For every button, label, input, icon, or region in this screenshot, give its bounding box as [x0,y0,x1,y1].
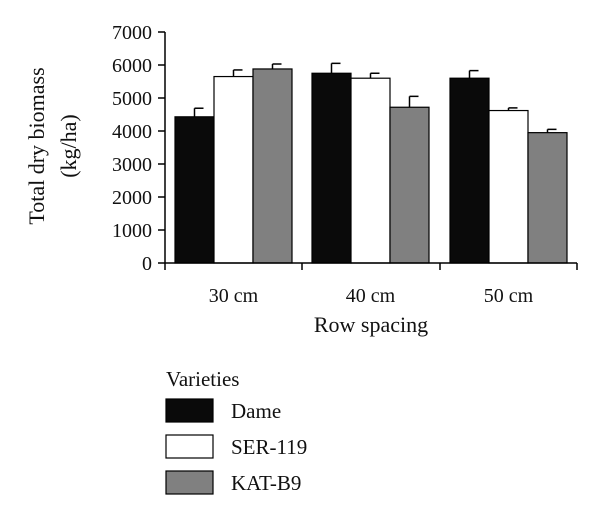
plot-area [174,62,568,264]
y-tick-label: 5000 [112,88,152,110]
legend-swatch-kat-b9 [165,470,214,495]
y-tick-label: 0 [142,253,152,275]
y-tick-label: 7000 [112,22,152,44]
bar-dame-1 [311,72,352,264]
y-tick-label: 2000 [112,187,152,209]
bar-dame-0 [174,116,215,264]
y-tick-label: 6000 [112,55,152,77]
bar-dame-2 [449,77,490,264]
bar-kat-b9-0 [252,68,293,264]
legend-label: SER-119 [231,435,307,459]
y-axis-title: Total dry biomass [24,67,49,224]
bar-kat-b9-1 [389,106,430,264]
legend-label: Dame [231,399,281,423]
x-tick-label: 30 cm [209,285,259,307]
axes: 0 1000 2000 3000 4000 5000 6000 7000 30 cm 40 cm 5… [24,22,578,337]
legend-title: Varieties [166,367,239,391]
bar-ser-119-0 [213,75,254,264]
legend-swatch-dame [165,398,214,423]
y-tick-label: 1000 [112,220,152,242]
bar-kat-b9-2 [527,132,568,264]
x-axis-title: Row spacing [314,312,428,337]
y-axis-unit: (kg/ha) [56,114,81,178]
legend-swatch-ser-119 [165,434,214,459]
x-tick-label: 50 cm [484,285,534,307]
y-tick-label: 3000 [112,154,152,176]
x-tick-label: 40 cm [346,285,396,307]
legend: Varieties Dame SER-119 KAT-B9 [165,367,307,495]
y-tick-label: 4000 [112,121,152,143]
bar-ser-119-1 [350,77,391,264]
legend-label: KAT-B9 [231,471,301,495]
bar-ser-119-2 [488,109,529,264]
